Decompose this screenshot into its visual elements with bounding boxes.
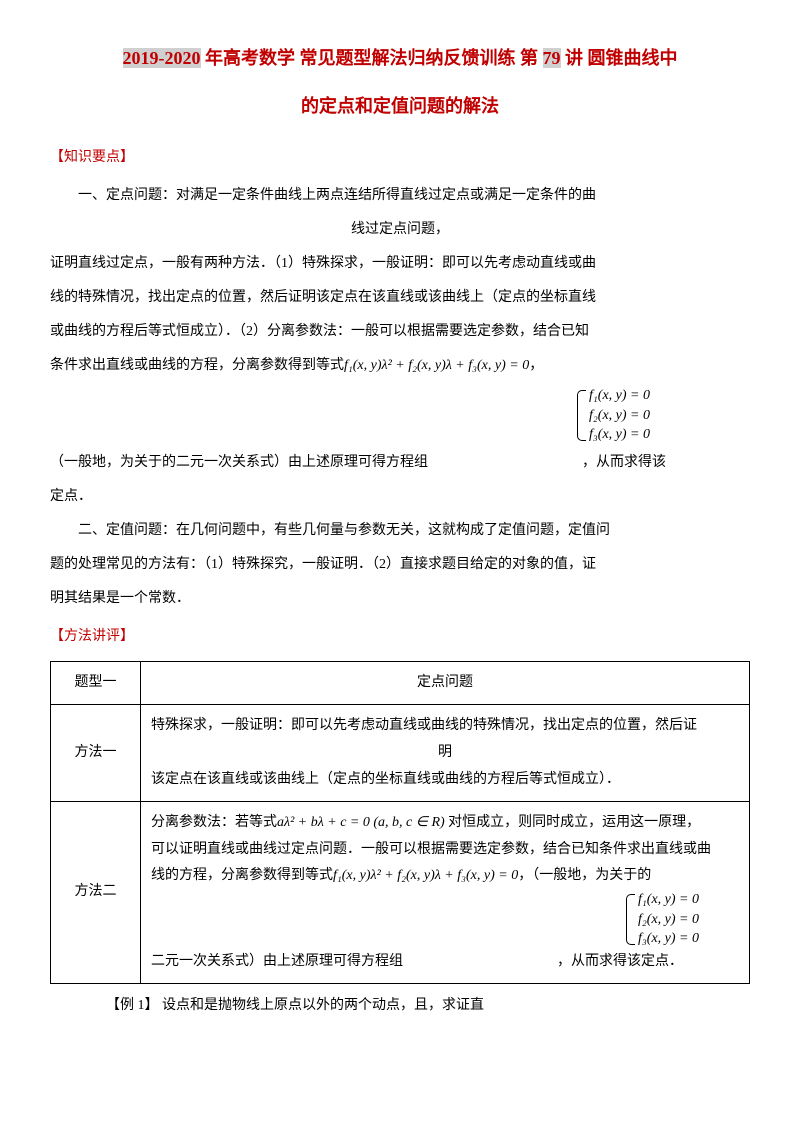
knowledge-p1: 一、定点问题：对满足一定条件曲线上两点连结所得直线过定点或满足一定条件的曲 bbox=[50, 182, 750, 210]
r2c2-line2: 该定点在该直线或该曲线上（定点的坐标直线或曲线的方程后等式恒成立）． bbox=[151, 767, 739, 794]
cell-r3c1: 方法二 bbox=[51, 802, 141, 984]
title-mid: 年高考数学 常见题型解法归纳反馈训练 第 bbox=[201, 48, 543, 68]
brace-equations-2: f₁(x, y) = 0 f₂(x, y) = 0 f₃(x, y) = 0 bbox=[151, 890, 739, 949]
r2c2-line1: 特殊探求，一般证明：即可以先考虑动直线或曲线的特殊情况，找出定点的位置，然后证 bbox=[151, 713, 739, 740]
knowledge-p2d-suffix: ， bbox=[529, 358, 543, 373]
title-number-highlight: 79 bbox=[543, 48, 561, 68]
knowledge-p4c: 明其结果是一个常数． bbox=[50, 585, 750, 613]
knowledge-p2c: 或曲线的方程后等式恒成立）．（2）分离参数法：一般可以根据需要选定参数，结合已知 bbox=[50, 318, 750, 346]
r3c2-l4b: ，从而求得该定点． bbox=[557, 954, 683, 969]
title-line-1: 2019-2020 年高考数学 常见题型解法归纳反馈训练 第 79 讲 圆锥曲线… bbox=[50, 40, 750, 76]
methods-section-header: 【方法讲评】 bbox=[50, 623, 750, 651]
example-label: 【例 1】 bbox=[106, 998, 159, 1013]
table-row-method2: 方法二 分离参数法：若等式aλ² + bλ + c = 0 (a, b, c ∈… bbox=[51, 802, 750, 984]
knowledge-p4b: 题的处理常见的方法有：（1）特殊探究，一般证明．（2）直接求题目给定的对象的值，… bbox=[50, 551, 750, 579]
r3c2-line1: 分离参数法：若等式aλ² + bλ + c = 0 (a, b, c ∈ R) … bbox=[151, 810, 739, 837]
title-year-highlight: 2019-2020 bbox=[123, 48, 201, 68]
knowledge-p4a: 二、定值问题：在几何问题中，有些几何量与参数无关，这就构成了定值问题，定值问 bbox=[50, 517, 750, 545]
methods-table: 题型一 定点问题 方法一 特殊探求，一般证明：即可以先考虑动直线或曲线的特殊情况… bbox=[50, 661, 750, 985]
r3c2-l3a: 线的方程，分离参数得到等式 bbox=[151, 868, 333, 883]
knowledge-p3-prefix: （一般地，为关于的二元一次关系式）由上述原理可得方程组 bbox=[50, 455, 428, 470]
brace1-line2: f₂(x, y) = 0 bbox=[589, 406, 650, 426]
knowledge-p3-suffix: ，从而求得该 bbox=[582, 455, 666, 470]
r3c2-l1b: 对恒成立，则同时成立，运用这一原理， bbox=[445, 815, 701, 830]
r3c2-line3: 线的方程，分离参数得到等式f₁(x, y)λ² + f₂(x, y)λ + f₃… bbox=[151, 863, 739, 890]
brace2-line1: f₁(x, y) = 0 bbox=[638, 890, 699, 910]
r3c2-line4: 二元一次关系式）由上述原理可得方程组 ，从而求得该定点． bbox=[151, 949, 739, 976]
table-row-method1: 方法一 特殊探求，一般证明：即可以先考虑动直线或曲线的特殊情况，找出定点的位置，… bbox=[51, 705, 750, 802]
formula-quad: aλ² + bλ + c = 0 (a, b, c ∈ R) bbox=[277, 815, 445, 830]
brace1-line3: f₃(x, y) = 0 bbox=[589, 425, 650, 445]
formula-poly-1: f₁(x, y)λ² + f₂(x, y)λ + f₃(x, y) = 0 bbox=[344, 358, 529, 373]
table-row-header: 题型一 定点问题 bbox=[51, 661, 750, 705]
knowledge-p2d-prefix: 条件求出直线或曲线的方程，分离参数得到等式 bbox=[50, 358, 344, 373]
brace-equations-1: f₁(x, y) = 0 f₂(x, y) = 0 f₃(x, y) = 0 bbox=[50, 386, 750, 445]
knowledge-p1-center: 线过定点问题， bbox=[50, 216, 750, 244]
title-suffix: 讲 圆锥曲线中 bbox=[561, 48, 678, 68]
knowledge-p2d: 条件求出直线或曲线的方程，分离参数得到等式f₁(x, y)λ² + f₂(x, … bbox=[50, 352, 750, 380]
r2c2-line1b: 明 bbox=[151, 740, 739, 767]
cell-r2c1: 方法一 bbox=[51, 705, 141, 802]
example-1: 【例 1】 设点和是抛物线上原点以外的两个动点，且，求证直 bbox=[50, 992, 750, 1020]
knowledge-section-header: 【知识要点】 bbox=[50, 144, 750, 172]
knowledge-p3-end: 定点． bbox=[50, 483, 750, 511]
brace2-line2: f₂(x, y) = 0 bbox=[638, 910, 699, 930]
brace1-line1: f₁(x, y) = 0 bbox=[589, 386, 650, 406]
r3c2-line2: 可以证明直线或曲线过定点问题．一般可以根据需要选定参数，结合已知条件求出直线或曲 bbox=[151, 837, 739, 864]
r3c2-l4a: 二元一次关系式）由上述原理可得方程组 bbox=[151, 954, 403, 969]
r3c2-l3b: ，（一般地，为关于的 bbox=[518, 868, 651, 883]
cell-r1c1: 题型一 bbox=[51, 661, 141, 705]
formula-poly-2: f₁(x, y)λ² + f₂(x, y)λ + f₃(x, y) = 0 bbox=[333, 868, 518, 883]
brace2-line3: f₃(x, y) = 0 bbox=[638, 929, 699, 949]
cell-r2c2: 特殊探求，一般证明：即可以先考虑动直线或曲线的特殊情况，找出定点的位置，然后证 … bbox=[141, 705, 750, 802]
r3c2-l1a: 分离参数法：若等式 bbox=[151, 815, 277, 830]
knowledge-p3: （一般地，为关于的二元一次关系式）由上述原理可得方程组 ，从而求得该 bbox=[50, 449, 750, 477]
cell-r3c2: 分离参数法：若等式aλ² + bλ + c = 0 (a, b, c ∈ R) … bbox=[141, 802, 750, 984]
title-line-2: 的定点和定值问题的解法 bbox=[50, 88, 750, 124]
knowledge-p2b: 线的特殊情况，找出定点的位置，然后证明该定点在该直线或该曲线上（定点的坐标直线 bbox=[50, 284, 750, 312]
example-text: 设点和是抛物线上原点以外的两个动点，且，求证直 bbox=[159, 998, 485, 1013]
knowledge-p2a: 证明直线过定点，一般有两种方法．（1）特殊探求，一般证明：即可以先考虑动直线或曲 bbox=[50, 250, 750, 278]
cell-r1c2: 定点问题 bbox=[141, 661, 750, 705]
